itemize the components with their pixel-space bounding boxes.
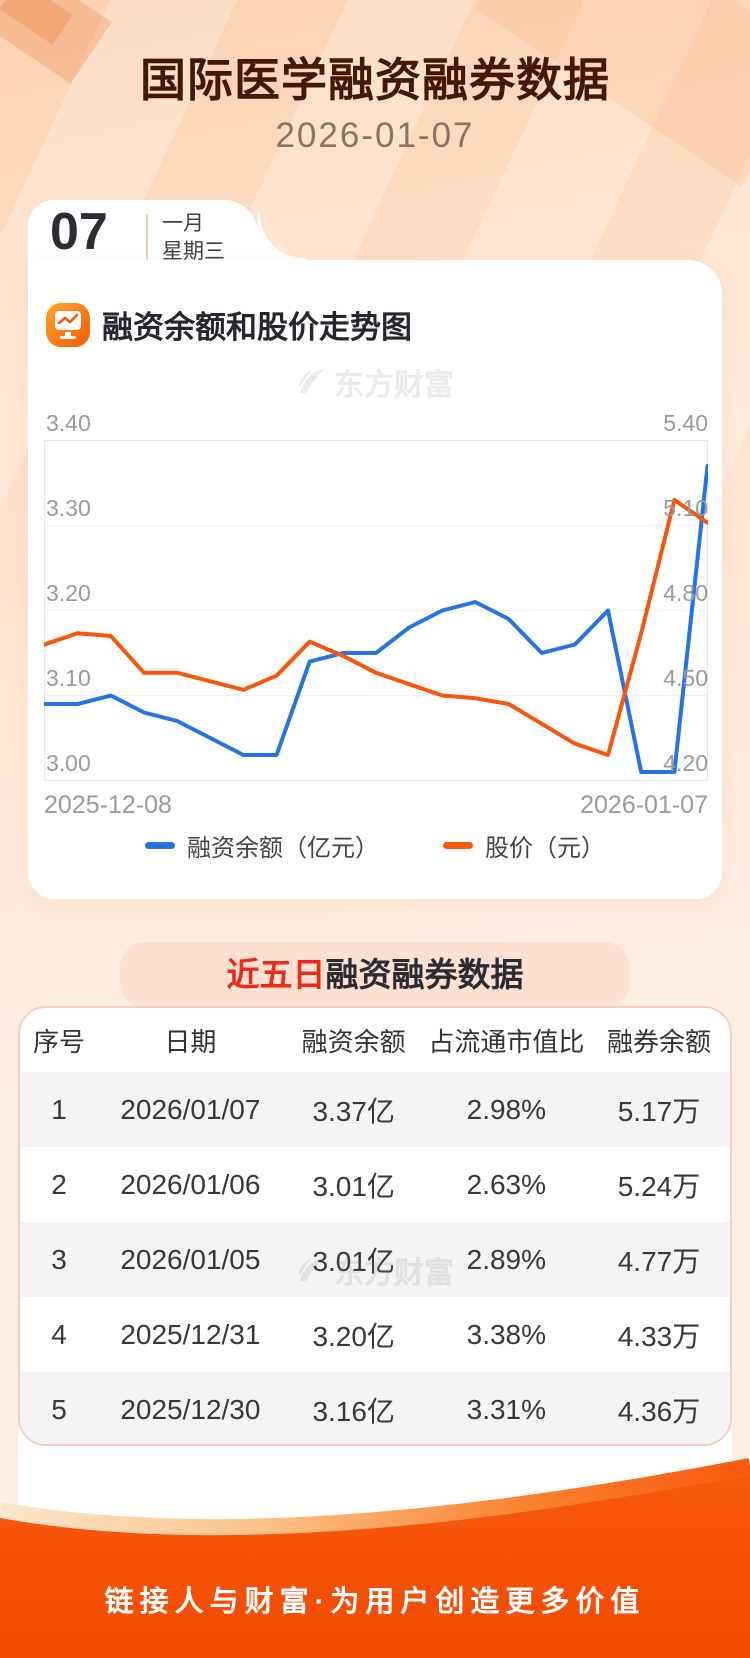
date-weekday: 星期三 [162,240,225,264]
y-axis-tick-right: 4.20 [663,750,708,776]
table-cell: 2.98% [466,1093,547,1125]
table-header-row: 序号 日期 融资余额 占流通市值比 融券余额 [20,1008,730,1072]
x-axis-label-end: 2026-01-07 [580,791,708,819]
table-cell: 3.37亿 [312,1095,395,1127]
chart-section-title: 融资余额和股价走势图 [102,310,412,345]
legend-swatch [443,842,473,849]
table-header-cell: 序号 [33,1026,86,1057]
table-cell: 4.36万 [617,1395,701,1427]
corner-decoration [0,0,73,45]
legend-item: 股价（元） [443,828,605,863]
watermark-logo-icon [298,369,324,393]
table-row: 1 2026/01/07 3.37亿 2.98% 5.17万 [20,1072,730,1147]
table-header-cell: 日期 [164,1026,217,1057]
table-row: 5 2025/12/30 3.16亿 3.31% 4.36万 [20,1372,730,1444]
page-date: 2026-01-07 [275,116,475,155]
table-row: 3 2026/01/05 3.01亿 2.89% 4.77万 [20,1222,730,1297]
date-card-curve [258,212,306,260]
page-title: 国际医学融资融券数据 [140,54,610,106]
table-cell: 4.33万 [617,1320,701,1352]
chart-card: 融资余额和股价走势图 东方财富 3.40 5.40 3.30 5.10 3.20 4.80… [28,260,722,899]
table-cell: 1 [51,1093,67,1125]
y-axis-tick-left: 3.40 [46,410,91,436]
chart-legend: 融资余额（亿元） 股价（元） [28,828,722,863]
y-axis-tick-right: 4.80 [663,580,708,606]
table-title-rest: 融资融券数据 [325,956,524,993]
chart-section-header: 融资余额和股价走势图 [46,302,412,347]
table-cell: 5 [51,1393,67,1425]
table-cell: 2026/01/05 [120,1243,261,1275]
y-axis-tick-left: 3.30 [46,495,91,521]
legend-item: 融资余额（亿元） [145,828,379,863]
x-axis-label-start: 2025-12-08 [44,791,172,819]
legend-label: 融资余额（亿元） [187,835,379,862]
margin-data-table: 序号 日期 融资余额 占流通市值比 融券余额 1 2026/01/07 3.37亿 2.98%… [18,1006,732,1446]
footer-slogan: 链接人与财富·为用户创造更多价值 [104,1586,646,1618]
table-cell: 4 [51,1318,67,1350]
table-cell: 2025/12/31 [120,1318,261,1350]
table-header-cell: 融券余额 [606,1026,711,1057]
table-cell: 2.63% [466,1168,547,1200]
date-month: 一月 [162,212,204,235]
table-cell: 2026/01/06 [120,1168,261,1200]
table-cell: 3.16亿 [312,1395,395,1427]
legend-label: 股价（元） [485,835,605,862]
table-row: 2 2026/01/06 3.01亿 2.63% 5.24万 [20,1147,730,1222]
trend-board-icon [46,302,90,347]
table-row: 4 2025/12/31 3.20亿 3.38% 4.33万 [20,1297,730,1372]
table-cell: 5.17万 [617,1095,701,1127]
table-cell: 2.89% [466,1243,547,1275]
table-cell: 3 [51,1243,67,1275]
table-cell: 3.01亿 [312,1170,395,1202]
table-cell: 5.24万 [617,1170,701,1202]
table-cell: 3.01亿 [312,1245,395,1277]
table-body: 1 2026/01/07 3.37亿 2.98% 5.17万 2 2026/01/06 3.0… [20,1072,730,1444]
date-divider [146,214,148,278]
table-cell: 2025/12/30 [120,1393,261,1425]
footer-wave [0,1458,750,1658]
table-title-highlight: 近五日 [226,956,326,993]
y-axis-tick-left: 3.20 [46,580,91,606]
table-header-cell: 占流通市值比 [428,1026,585,1057]
y-axis-tick-right: 4.50 [663,665,708,691]
table-cell: 4.77万 [617,1245,701,1277]
chart-plot [44,440,708,781]
y-axis-tick-left: 3.10 [46,665,91,691]
date-card: 07 一月 星期三 [28,200,258,278]
date-month-weekday: 一月 星期三 [162,210,225,267]
watermark: 东方财富 [296,360,454,404]
table-cell: 3.38% [466,1318,547,1350]
y-axis-tick-left: 3.00 [46,750,91,776]
legend-swatch [145,842,175,849]
table-cell: 2026/01/07 [120,1093,261,1125]
table-cell: 3.31% [466,1393,547,1425]
date-day: 07 [50,203,108,261]
table-cell: 2 [51,1168,67,1200]
table-header-cell: 融资余额 [301,1026,406,1057]
table-section-title: 近五日融资融券数据 [120,942,630,1008]
table-cell: 3.20亿 [312,1320,395,1352]
y-axis-tick-right: 5.10 [663,495,708,521]
y-axis-tick-right: 5.40 [663,410,708,436]
